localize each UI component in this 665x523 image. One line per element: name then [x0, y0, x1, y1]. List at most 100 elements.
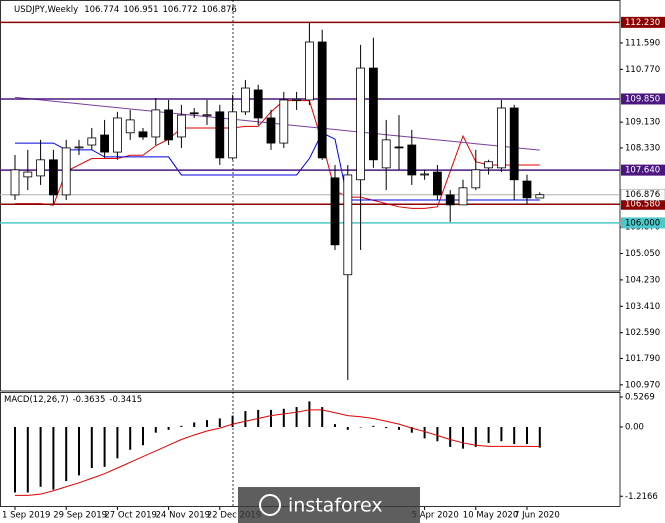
x-tick-label: 29 Sep 2019 — [53, 511, 107, 521]
macd-bar — [180, 425, 183, 427]
x-tick-label: 22 Dec 2019 — [207, 511, 261, 521]
macd-bar — [538, 426, 541, 448]
candle-body — [535, 194, 545, 199]
macd-bar — [142, 426, 144, 446]
watermark: instaforex — [238, 487, 420, 523]
candle-body — [49, 159, 58, 196]
plot-layer: 111.590110.770109.130108.330105.870105.0… — [0, 16, 665, 521]
macd-bar — [193, 422, 196, 427]
candle-body — [381, 139, 391, 169]
candle-body — [420, 173, 430, 176]
level-tag-label: 112.230 — [625, 18, 660, 28]
y-tick-label: -1.2166 — [625, 492, 658, 502]
macd-bar — [52, 426, 55, 490]
indicator-line — [14, 96, 540, 151]
macd-bar — [423, 426, 426, 439]
candle-body — [509, 107, 519, 181]
macd-bar — [154, 426, 157, 433]
macd-bar — [90, 426, 93, 468]
candle-body — [228, 111, 238, 159]
macd-bar — [295, 407, 298, 427]
x-tick-label: 5 Apr 2020 — [412, 511, 459, 521]
x-tick-label: 27 Oct 2019 — [104, 511, 157, 521]
macd-bar — [282, 408, 285, 427]
x-tick-label: 7 Jun 2020 — [514, 511, 560, 521]
signal-value: -0.3415 — [109, 395, 142, 405]
macd-bar — [398, 426, 400, 430]
open-value: 106.774 — [84, 5, 119, 15]
macd-bar — [231, 415, 234, 427]
y-tick-label: 100.970 — [625, 380, 660, 390]
watermark-logo — [259, 494, 281, 516]
macd-bar — [65, 426, 68, 482]
candle-body — [176, 114, 186, 138]
level-tag — [621, 164, 665, 176]
candle-body — [151, 109, 161, 138]
candle-body — [394, 146, 404, 149]
candle-body — [484, 161, 494, 169]
candle-body — [317, 41, 327, 159]
watermark-text: instaforex — [288, 495, 383, 517]
candle-body — [292, 98, 302, 101]
candle-body — [240, 87, 250, 113]
last-price-label: 106.876 — [625, 190, 660, 200]
x-tick-label: 1 Sep 2019 — [2, 511, 50, 521]
macd-bar — [308, 401, 311, 427]
macd-bar — [218, 418, 221, 427]
macd-bar — [474, 426, 477, 447]
candle-body — [74, 146, 84, 149]
macd-bar — [321, 407, 324, 427]
candle-body — [432, 171, 442, 196]
candle-body — [496, 107, 506, 169]
y-tick-label: 101.790 — [625, 354, 660, 364]
y-tick-label: 103.410 — [625, 302, 660, 312]
high-value: 106.951 — [123, 5, 158, 15]
macd-bar — [462, 426, 464, 449]
candle-body — [304, 41, 314, 101]
macd-bar — [103, 426, 106, 467]
level-tag-label: 109.850 — [625, 94, 660, 104]
candle-body — [215, 111, 225, 159]
level-tag-label: 106.000 — [625, 218, 660, 228]
macd-bar — [78, 426, 80, 476]
candle-body — [10, 169, 20, 196]
macd-bar — [244, 411, 247, 427]
candle-body — [113, 117, 122, 153]
y-tick-label: 0.00 — [625, 422, 644, 432]
candle-body — [458, 187, 468, 206]
macd-bar — [116, 426, 119, 459]
macd-bar — [410, 426, 413, 433]
macd-bar — [346, 426, 349, 430]
candle-body — [202, 114, 212, 117]
macd-bar — [129, 426, 132, 450]
candle-body — [266, 117, 276, 144]
macd-bar — [526, 426, 528, 445]
y-tick-label: 104.230 — [625, 275, 660, 285]
candle-body — [164, 109, 174, 141]
candle-body — [471, 169, 481, 189]
candle-body — [407, 144, 417, 176]
main-frame — [0, 0, 621, 392]
watermark-box — [238, 487, 420, 523]
candle-body — [61, 147, 71, 196]
candle-body — [36, 159, 45, 177]
y-tick-label: 108.330 — [625, 143, 660, 153]
macd-bar — [206, 420, 208, 427]
low-value: 106.772 — [163, 5, 198, 15]
macd-title: MACD(12,26,7) -0.3635 -0.3415 — [4, 395, 142, 405]
indicator-line — [15, 100, 540, 209]
y-tick-label: 110.770 — [625, 65, 660, 75]
candle-body — [279, 99, 289, 144]
macd-bar — [270, 409, 272, 427]
level-tag — [621, 217, 665, 229]
level-tag — [621, 16, 665, 28]
macd-bar — [14, 426, 16, 493]
candle-body — [445, 194, 455, 206]
signal-line — [15, 409, 540, 496]
macd-bar — [487, 426, 490, 443]
y-tick-label: 0.5269 — [625, 392, 655, 402]
macd-bar — [449, 426, 452, 447]
candle-body — [368, 67, 378, 161]
